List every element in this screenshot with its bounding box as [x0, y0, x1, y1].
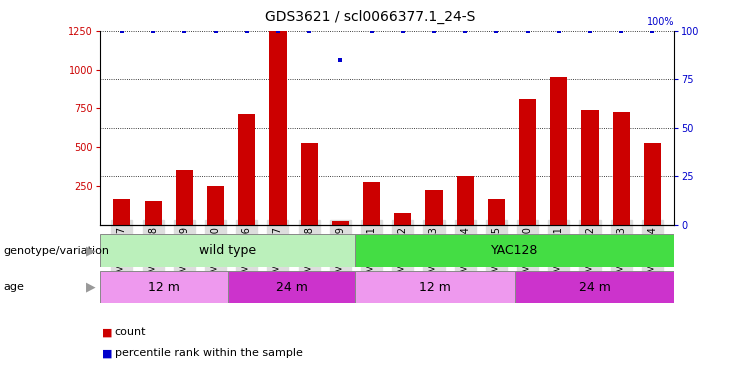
Text: 24 m: 24 m — [276, 281, 308, 293]
Text: GDS3621 / scl0066377.1_24-S: GDS3621 / scl0066377.1_24-S — [265, 10, 476, 24]
Point — [615, 28, 627, 34]
Bar — [355, 271, 515, 303]
Point — [210, 28, 222, 34]
Text: 24 m: 24 m — [579, 281, 611, 293]
Bar — [227, 271, 355, 303]
Bar — [425, 190, 442, 225]
Point — [179, 28, 190, 34]
Point — [428, 28, 440, 34]
Text: 12 m: 12 m — [148, 281, 180, 293]
Bar — [613, 112, 630, 225]
Bar — [113, 199, 130, 225]
Bar — [301, 143, 318, 225]
Bar — [100, 271, 227, 303]
Text: ■: ■ — [102, 348, 112, 358]
Point — [241, 28, 253, 34]
Point — [647, 28, 659, 34]
Text: ▶: ▶ — [86, 244, 95, 257]
Text: age: age — [4, 282, 24, 292]
Point — [272, 28, 284, 34]
Bar — [551, 77, 568, 225]
Bar — [332, 221, 349, 225]
Point — [365, 28, 377, 34]
Point — [553, 28, 565, 34]
Bar — [100, 234, 355, 267]
Text: 12 m: 12 m — [419, 281, 451, 293]
Point — [147, 28, 159, 34]
Point — [584, 28, 596, 34]
Text: percentile rank within the sample: percentile rank within the sample — [115, 348, 303, 358]
Point — [522, 28, 534, 34]
Text: YAC128: YAC128 — [491, 244, 539, 257]
Bar — [456, 176, 473, 225]
Point — [459, 28, 471, 34]
Point — [303, 28, 315, 34]
Bar — [363, 182, 380, 225]
Text: genotype/variation: genotype/variation — [4, 245, 110, 256]
Point — [116, 28, 127, 34]
Bar — [207, 186, 224, 225]
Text: ■: ■ — [102, 327, 112, 337]
Bar — [238, 114, 256, 225]
Text: count: count — [115, 327, 147, 337]
Bar — [144, 201, 162, 225]
Bar — [269, 31, 287, 225]
Bar — [519, 99, 536, 225]
Bar — [644, 143, 661, 225]
Text: ▶: ▶ — [86, 281, 95, 293]
Point — [397, 28, 409, 34]
Bar — [355, 234, 674, 267]
Text: wild type: wild type — [199, 244, 256, 257]
Bar — [394, 213, 411, 225]
Text: 100%: 100% — [647, 17, 674, 27]
Point — [491, 28, 502, 34]
Bar — [176, 170, 193, 225]
Point — [334, 57, 346, 63]
Bar — [488, 199, 505, 225]
Bar — [582, 110, 599, 225]
Bar — [515, 271, 674, 303]
